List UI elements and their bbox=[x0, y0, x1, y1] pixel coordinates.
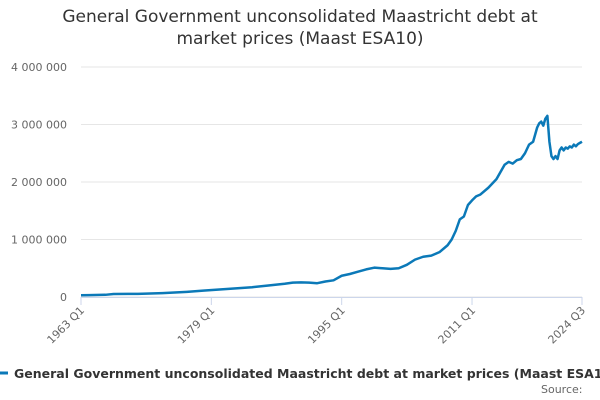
x-tick-label: 1995 Q1 bbox=[305, 304, 348, 347]
source-label: Source: bbox=[541, 383, 583, 396]
y-axis: 0 1 000 000 2 000 000 3 000 000 4 000 000 bbox=[11, 61, 67, 304]
y-tick-label: 1 000 000 bbox=[11, 234, 67, 247]
chart-title-line-2: market prices (Maast ESA10) bbox=[176, 29, 424, 49]
x-tick-label: 1963 Q1 bbox=[45, 304, 88, 347]
grid-lines bbox=[81, 66, 582, 298]
y-tick-label: 0 bbox=[60, 291, 67, 304]
chart-title-line-1: General Government unconsolidated Maastr… bbox=[62, 7, 538, 27]
x-tick-label: 2011 Q1 bbox=[436, 304, 479, 347]
x-axis: 1963 Q1 1979 Q1 1995 Q1 2011 Q1 2024 Q3 bbox=[45, 297, 589, 347]
legend[interactable]: General Government unconsolidated Maastr… bbox=[0, 366, 600, 381]
x-tick-label: 2024 Q3 bbox=[546, 304, 589, 347]
y-tick-label: 3 000 000 bbox=[11, 119, 67, 132]
y-tick-label: 2 000 000 bbox=[11, 176, 67, 189]
chart-title: General Government unconsolidated Maastr… bbox=[0, 6, 600, 50]
y-tick-label: 4 000 000 bbox=[11, 61, 67, 74]
x-tick-label: 1979 Q1 bbox=[175, 304, 218, 347]
series-line[interactable] bbox=[80, 114, 583, 297]
series-layer bbox=[80, 114, 583, 297]
legend-label: General Government unconsolidated Maastr… bbox=[14, 366, 600, 381]
